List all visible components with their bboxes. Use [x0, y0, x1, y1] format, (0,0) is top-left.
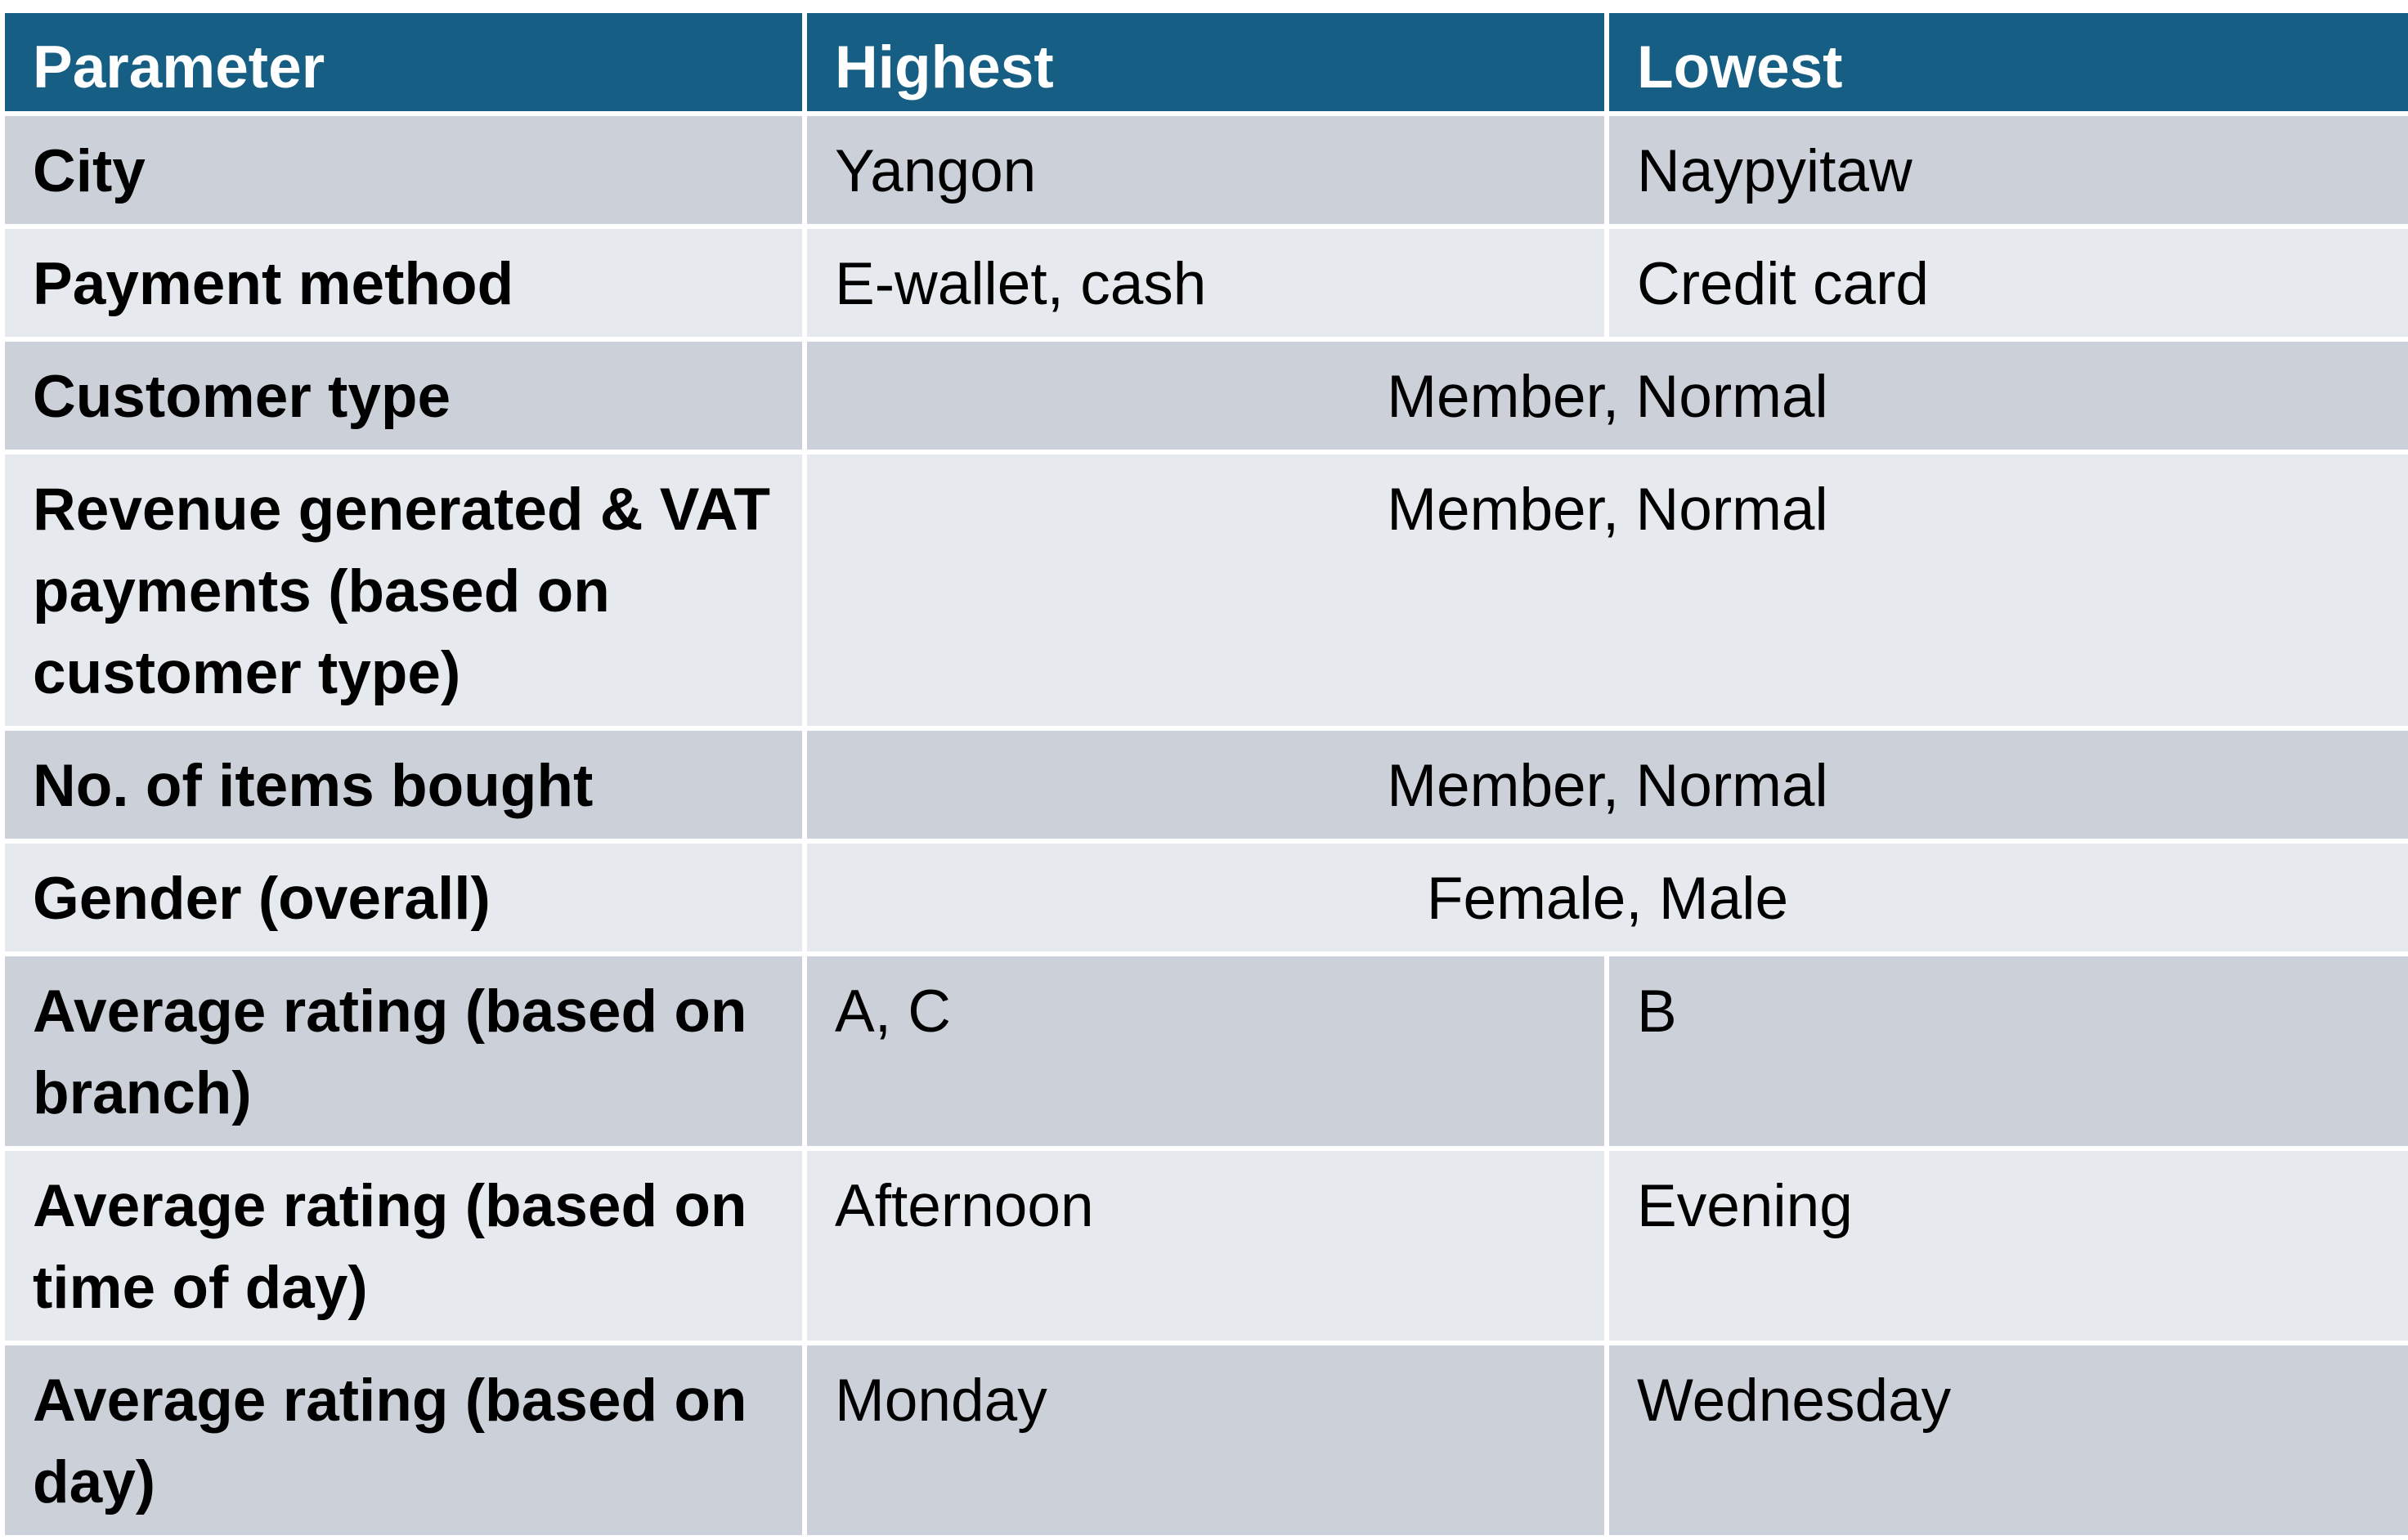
row-parameter: Payment method — [0, 224, 807, 342]
table-row: Gender (overall) Female, Male — [0, 839, 2408, 956]
row-merged-value: Member, Normal — [802, 337, 2408, 454]
row-parameter: Average rating (based on day) — [0, 1341, 807, 1540]
row-parameter: Average rating (based on branch) — [0, 951, 807, 1151]
row-highest: Afternoon — [802, 1146, 1609, 1345]
row-highest: Yangon — [802, 111, 1609, 229]
row-parameter: Revenue generated & VAT payments (based … — [0, 450, 807, 731]
row-parameter: Customer type — [0, 337, 807, 454]
table-row: City Yangon Naypyitaw — [0, 111, 2408, 229]
table-row: Average rating (based on time of day) Af… — [0, 1146, 2408, 1345]
table-row: No. of items bought Member, Normal — [0, 726, 2408, 844]
row-highest: Monday — [802, 1341, 1609, 1540]
header-parameter: Parameter — [0, 8, 807, 116]
row-merged-value: Member, Normal — [802, 726, 2408, 844]
table-row: Average rating (based on day) Monday Wed… — [0, 1341, 2408, 1540]
row-lowest: Naypyitaw — [1604, 111, 2408, 229]
row-highest: E-wallet, cash — [802, 224, 1609, 342]
summary-table-container: Parameter Highest Lowest City Yangon Nay… — [0, 8, 2408, 1540]
summary-table: Parameter Highest Lowest City Yangon Nay… — [0, 8, 2408, 1540]
row-lowest: Credit card — [1604, 224, 2408, 342]
table-row: Payment method E-wallet, cash Credit car… — [0, 224, 2408, 342]
row-parameter: City — [0, 111, 807, 229]
table-header-row: Parameter Highest Lowest — [0, 8, 2408, 116]
row-lowest: B — [1604, 951, 2408, 1151]
row-parameter: Gender (overall) — [0, 839, 807, 956]
header-lowest: Lowest — [1604, 8, 2408, 116]
row-merged-value: Member, Normal — [802, 450, 2408, 731]
table-row: Revenue generated & VAT payments (based … — [0, 450, 2408, 731]
row-lowest: Evening — [1604, 1146, 2408, 1345]
table-row: Average rating (based on branch) A, C B — [0, 951, 2408, 1151]
row-highest: A, C — [802, 951, 1609, 1151]
row-parameter: No. of items bought — [0, 726, 807, 844]
row-merged-value: Female, Male — [802, 839, 2408, 956]
table-row: Customer type Member, Normal — [0, 337, 2408, 454]
row-lowest: Wednesday — [1604, 1341, 2408, 1540]
row-parameter: Average rating (based on time of day) — [0, 1146, 807, 1345]
header-highest: Highest — [802, 8, 1609, 116]
